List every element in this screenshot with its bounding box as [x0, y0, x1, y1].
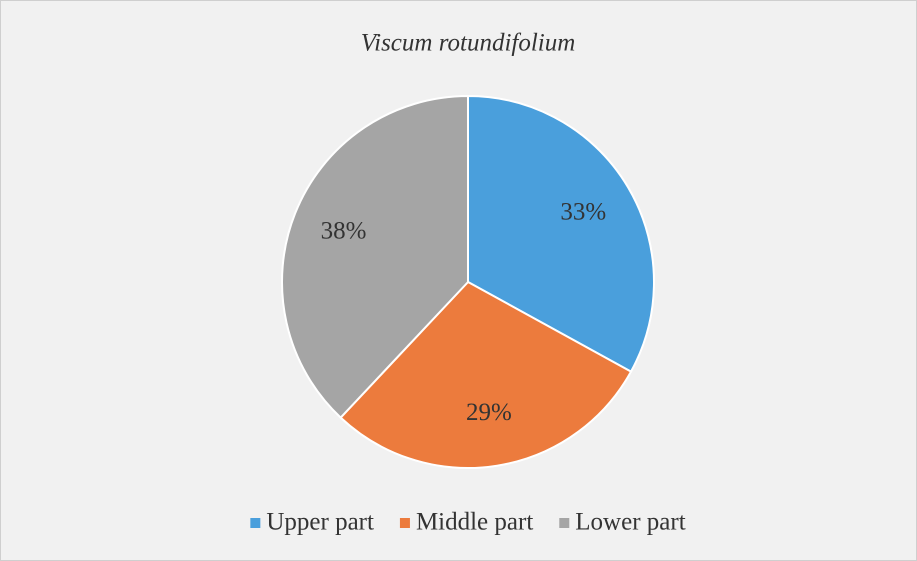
legend-label: Middle part	[416, 509, 533, 536]
pie-slice	[467, 94, 655, 373]
pie-slice	[281, 94, 469, 420]
chart-title: Viscum rotundifolium	[361, 30, 576, 57]
data-label: 29%	[466, 399, 512, 426]
pie-slice	[339, 280, 633, 469]
legend-swatch	[250, 518, 261, 528]
legend-label: Lower part	[575, 509, 685, 536]
legend-label: Upper part	[266, 509, 374, 536]
data-label: 33%	[560, 199, 606, 226]
legend-swatch	[399, 518, 410, 528]
legend-swatch	[559, 518, 570, 528]
data-label: 38%	[321, 217, 367, 244]
